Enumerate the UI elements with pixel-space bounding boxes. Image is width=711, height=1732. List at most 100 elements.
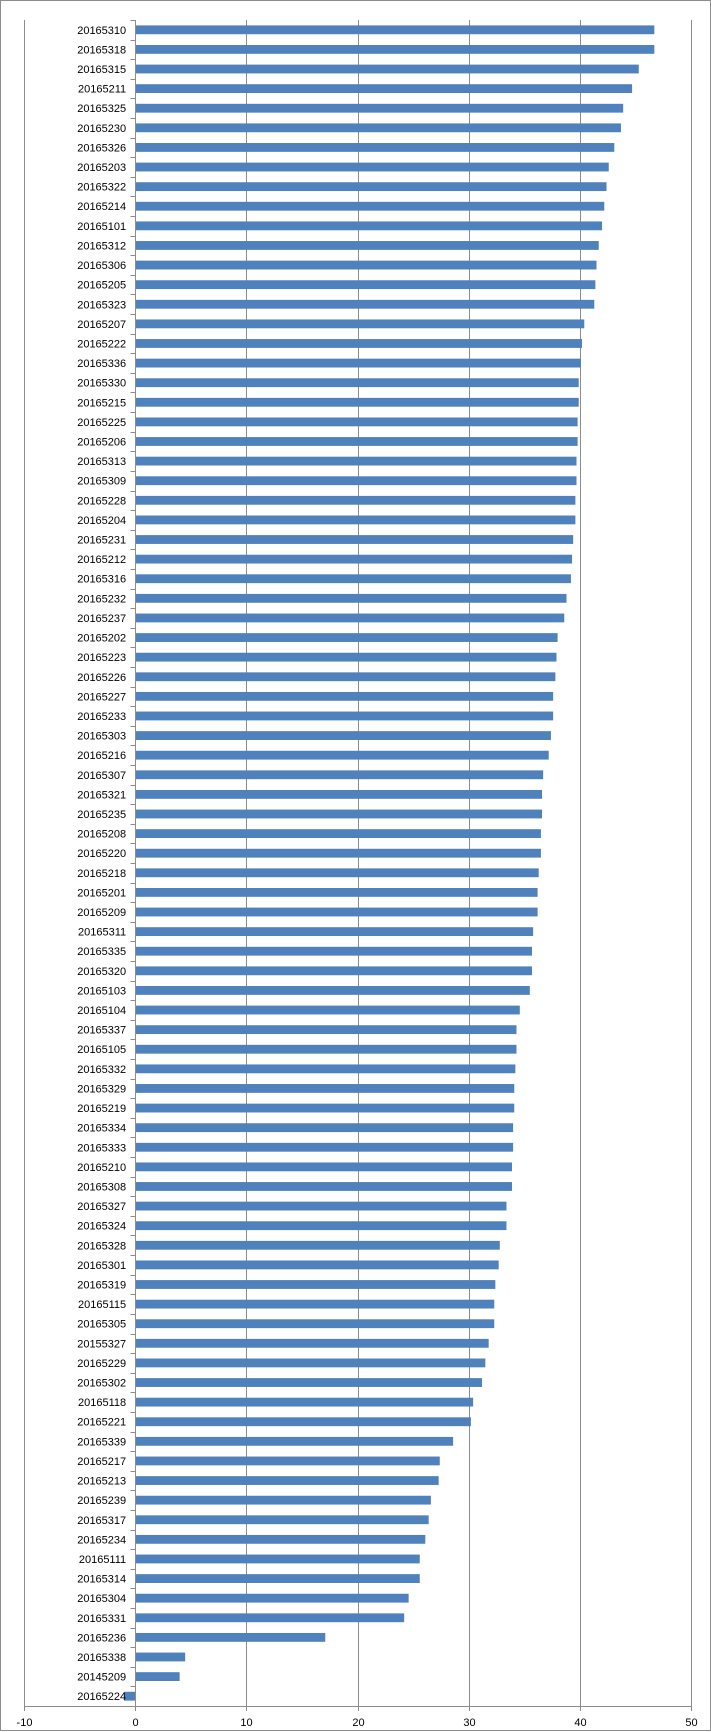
category-label: 20165302 [77, 1378, 126, 1390]
category-label: 20165209 [77, 907, 126, 919]
category-label: 20165231 [77, 535, 126, 547]
category-label: 20165307 [77, 770, 126, 782]
category-label: 20165317 [77, 1515, 126, 1527]
bar [135, 848, 541, 858]
category-label: 20165318 [77, 44, 126, 56]
category-label: 20165111 [79, 1554, 126, 1566]
bar [135, 1515, 429, 1525]
bar [135, 652, 557, 662]
category-label: 20165313 [77, 456, 126, 468]
category-label: 20165301 [77, 1260, 126, 1272]
bar [135, 1044, 517, 1054]
bar [135, 64, 639, 74]
category-label: 20165315 [77, 64, 126, 76]
category-label: 20165236 [77, 1632, 126, 1644]
bar [135, 1201, 507, 1211]
bar [135, 1574, 420, 1583]
bar [135, 633, 558, 642]
bar [135, 299, 595, 309]
category-label: 20145209 [77, 1672, 126, 1684]
category-label: 20165215 [77, 397, 126, 409]
category-label: 20165226 [77, 672, 126, 684]
category-label: 20165101 [77, 221, 126, 233]
category-label: 20165219 [77, 1103, 126, 1115]
axes [24, 20, 692, 1711]
bar [135, 358, 581, 368]
bar [135, 1025, 517, 1035]
bar [135, 1436, 454, 1446]
category-label: 20165311 [78, 927, 126, 939]
category-label: 20165322 [77, 182, 126, 194]
category-label: 20165303 [77, 731, 126, 743]
category-label: 20165239 [77, 1495, 126, 1507]
category-label: 20165237 [77, 613, 126, 625]
bar [135, 809, 543, 819]
category-label: 20165339 [77, 1436, 126, 1448]
category-label: 20165201 [77, 887, 126, 899]
bar [135, 1378, 483, 1387]
bar [135, 1338, 489, 1348]
category-label: 20165218 [77, 868, 126, 880]
category-label: 20165211 [78, 84, 126, 96]
bar [124, 1691, 136, 1701]
bar [135, 1064, 516, 1074]
bar [135, 691, 554, 701]
category-label: 20165334 [77, 1123, 126, 1135]
category-label: 20165320 [77, 966, 126, 978]
bar [135, 868, 539, 878]
category-label: 20165304 [77, 1593, 126, 1605]
bar [135, 574, 571, 584]
category-label: 20165118 [78, 1397, 126, 1409]
category-label: 20165207 [77, 319, 126, 331]
bar [135, 789, 543, 799]
bar [135, 417, 578, 427]
bar [135, 25, 655, 35]
bar [135, 476, 577, 486]
category-label: 20165103 [77, 985, 126, 997]
category-label: 20165321 [77, 789, 126, 801]
category-label: 20165233 [77, 711, 126, 723]
bar [135, 515, 576, 525]
bar [135, 456, 577, 466]
category-label: 20165336 [77, 358, 126, 370]
category-label: 20165210 [77, 1162, 126, 1174]
bar [135, 1319, 495, 1329]
category-label: 20165104 [77, 1005, 126, 1017]
bar [135, 123, 621, 133]
category-label: 20165206 [77, 437, 126, 449]
bar [135, 1632, 326, 1642]
category-label: 20165212 [77, 554, 126, 566]
bar [135, 613, 565, 623]
bar [135, 84, 633, 94]
bar [135, 535, 574, 544]
category-label: 20165115 [78, 1299, 126, 1311]
bar [135, 260, 597, 270]
bar [135, 1417, 471, 1427]
category-label: 20165203 [77, 162, 126, 174]
bar [135, 1182, 513, 1191]
x-tick-label: 30 [463, 1717, 475, 1729]
bar [135, 1397, 474, 1407]
bar [135, 1554, 420, 1564]
bar [135, 927, 534, 937]
category-label: 20165205 [77, 280, 126, 292]
category-label: 20165235 [77, 809, 126, 821]
category-label: 20165328 [77, 1240, 126, 1252]
category-label: 20165202 [77, 633, 126, 645]
bar [135, 378, 579, 388]
bar [135, 1652, 186, 1662]
bar [135, 1005, 520, 1015]
category-label: 20165220 [77, 848, 126, 860]
category-label: 20165308 [77, 1181, 126, 1193]
category-label: 20165312 [77, 240, 126, 252]
category-label: 20165222 [77, 338, 126, 350]
bar [135, 182, 607, 192]
category-label: 20165105 [77, 1044, 126, 1056]
bar [135, 103, 624, 113]
category-label: 20165232 [77, 593, 126, 605]
x-tick-label: 20 [352, 1717, 364, 1729]
category-label: 20165316 [77, 574, 126, 586]
bar [135, 731, 551, 740]
category-label: 20165217 [77, 1456, 126, 1468]
